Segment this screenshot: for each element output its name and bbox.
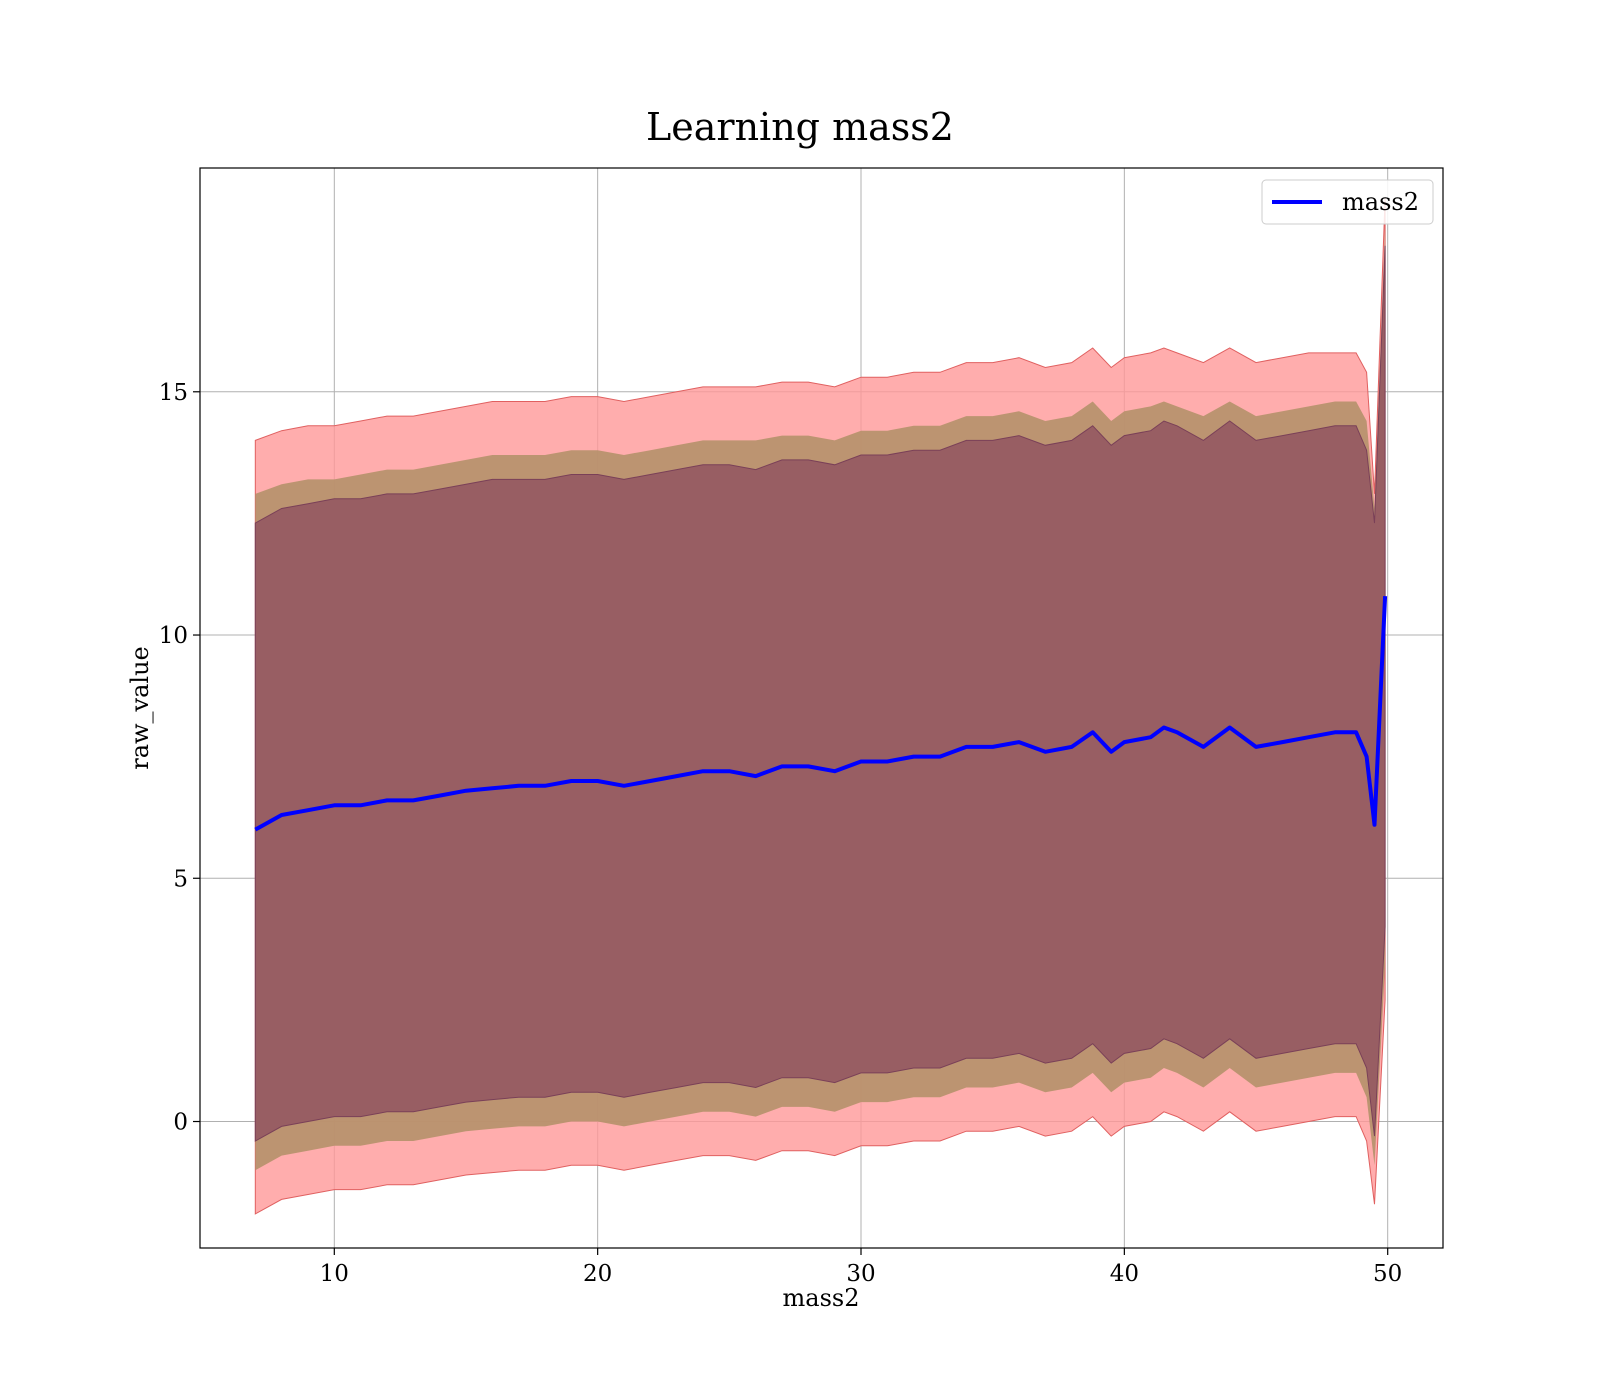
- inner-band: [254, 245, 1386, 1142]
- y-tick-label: 10: [159, 623, 188, 649]
- mass2-line: [254, 596, 1388, 832]
- y-tick-label: 5: [173, 866, 188, 892]
- legend-box: [1261, 179, 1434, 225]
- x-axis-label: mass2: [783, 1284, 860, 1312]
- axis-ticks: 10 20 30 40 50 0 5 10 15: [159, 380, 1403, 1287]
- legend: mass2: [1261, 179, 1434, 225]
- x-tick-label: 40: [1110, 1261, 1139, 1287]
- x-tick-label: 20: [583, 1261, 612, 1287]
- x-tick-label: 50: [1373, 1261, 1402, 1287]
- y-tick-label: 15: [159, 380, 188, 406]
- confidence-bands: [254, 197, 1386, 1215]
- series-lines: [254, 596, 1388, 832]
- legend-entry: mass2: [1342, 188, 1419, 216]
- x-tick-label: 30: [846, 1261, 875, 1287]
- chart-title: Learning mass2: [646, 105, 954, 149]
- y-axis-label: raw_value: [126, 646, 154, 770]
- plot-frame: [199, 167, 1444, 1249]
- y-tick-label: 0: [173, 1110, 188, 1136]
- x-tick-label: 10: [320, 1261, 349, 1287]
